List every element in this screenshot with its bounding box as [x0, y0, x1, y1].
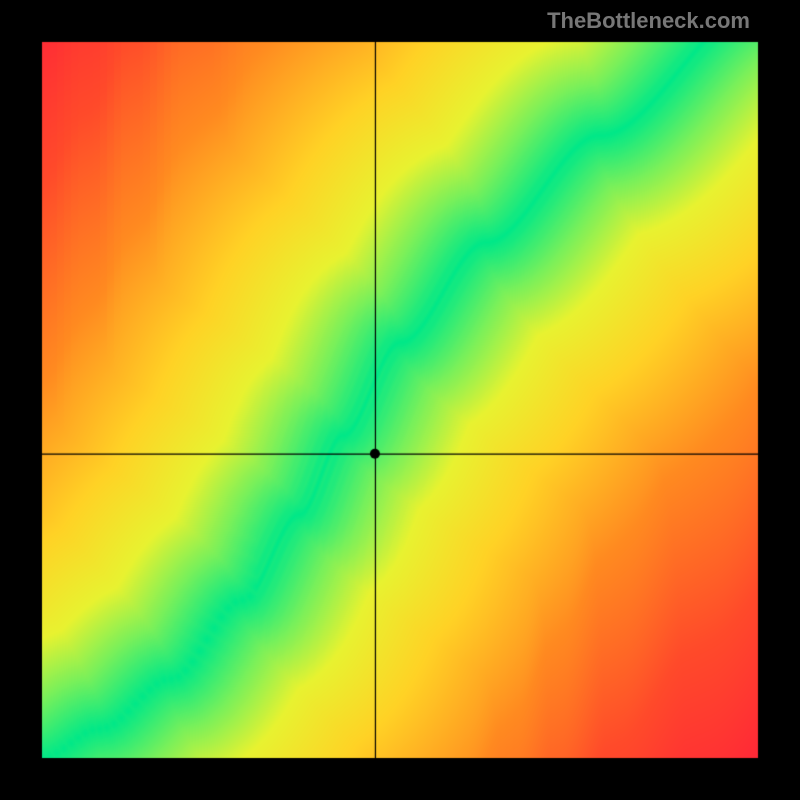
- watermark-text: TheBottleneck.com: [547, 8, 750, 34]
- chart-container: TheBottleneck.com: [0, 0, 800, 800]
- bottleneck-heatmap: [0, 0, 800, 800]
